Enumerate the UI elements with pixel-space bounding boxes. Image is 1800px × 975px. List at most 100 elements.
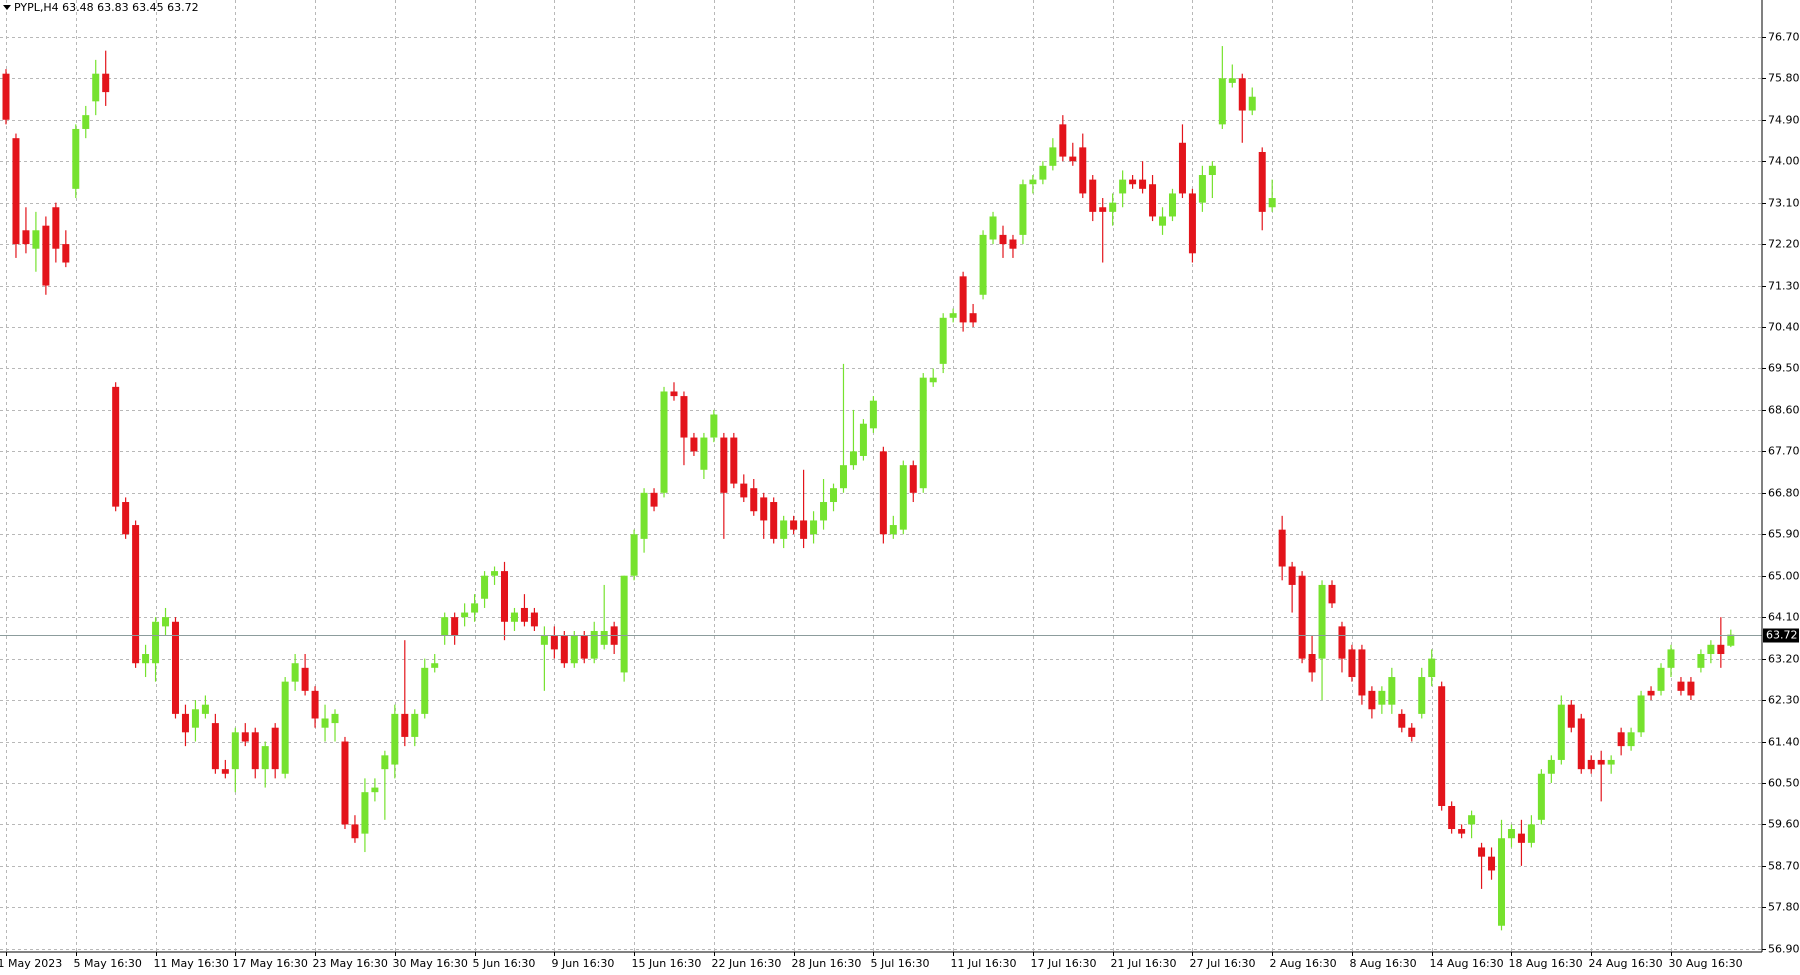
candle-body [1278, 529, 1286, 567]
x-tick-label: 23 May 16:30 [313, 957, 388, 970]
candle-body [969, 313, 977, 323]
candle-body [1059, 124, 1067, 157]
candle-body [1089, 179, 1097, 212]
candle-body [1398, 713, 1406, 728]
candle-body [1667, 649, 1675, 668]
y-tick-label: 59.60 [1768, 818, 1800, 831]
candle-body [710, 414, 718, 438]
candle-body [431, 663, 439, 668]
candle-body [491, 571, 499, 576]
x-tick-label: 17 Jul 16:30 [1031, 957, 1097, 970]
candle-body [92, 73, 100, 102]
candle-body [52, 207, 60, 249]
candle-body [381, 755, 389, 770]
y-tick-label: 75.80 [1768, 72, 1800, 85]
candle-body [869, 400, 877, 429]
candle-body [830, 488, 838, 503]
candle-body [1099, 207, 1107, 212]
candle-body [590, 630, 598, 659]
candle-body [1248, 96, 1256, 111]
candle-body [1617, 732, 1625, 747]
candle-body [291, 663, 299, 682]
candle-body [520, 607, 528, 622]
candle-body [1178, 142, 1186, 194]
x-tick-label: 11 May 16:30 [154, 957, 229, 970]
candle-body [241, 732, 249, 742]
candle-body [1428, 658, 1436, 678]
y-tick-label: 61.40 [1768, 736, 1800, 749]
candle-body [919, 377, 927, 489]
candle-body [1348, 649, 1356, 678]
candle-body [461, 612, 469, 618]
candle-body [112, 386, 120, 507]
y-tick-label: 70.40 [1768, 321, 1800, 334]
candle-body [570, 635, 578, 664]
chart-title: PYPL,H4 63.48 63.83 63.45 63.72 [14, 1, 199, 14]
x-tick-label: 22 Jun 16:30 [712, 957, 782, 970]
x-tick-label: 5 May 16:30 [74, 957, 142, 970]
candle-body [1049, 147, 1057, 166]
candle-body [341, 741, 349, 825]
candle-body [810, 520, 818, 535]
candle-body [201, 704, 209, 714]
candle-body [1727, 634, 1735, 646]
candle-body [720, 437, 728, 493]
candle-body [1537, 773, 1545, 820]
candle-body [451, 617, 459, 636]
candle-body [1647, 690, 1655, 696]
y-tick-label: 71.30 [1768, 280, 1800, 293]
candle-body [929, 377, 937, 383]
y-tick-label: 66.80 [1768, 487, 1800, 500]
candle-body [1657, 667, 1665, 691]
candle-body [481, 575, 489, 599]
y-tick-label: 76.70 [1768, 31, 1800, 44]
candle-body [600, 630, 608, 645]
candle-body [1358, 649, 1366, 696]
candle-body [421, 667, 429, 714]
candle-body [1637, 695, 1645, 733]
candle-body [261, 746, 269, 770]
menu-arrow[interactable] [3, 5, 11, 10]
candle-body [879, 451, 887, 535]
y-tick-label: 56.90 [1768, 943, 1800, 956]
x-tick-label: 18 Aug 16:30 [1509, 957, 1583, 970]
candle-body [1149, 184, 1157, 217]
candle-body [820, 502, 828, 521]
candle-body [1308, 654, 1316, 673]
x-tick-label: 30 May 16:30 [393, 957, 468, 970]
candle-body [1498, 838, 1505, 926]
y-tick-label: 57.80 [1768, 901, 1800, 914]
candle-body [510, 612, 518, 622]
candle-body [949, 313, 957, 318]
candle-body [62, 244, 70, 263]
candle-body [211, 723, 219, 770]
candle-body [859, 423, 867, 456]
candle-body [780, 520, 788, 539]
candle-body [22, 230, 30, 245]
candle-body [1697, 654, 1705, 668]
candle-body [1218, 78, 1226, 125]
candle-body [939, 317, 947, 364]
candle-body [1168, 193, 1176, 217]
candle-body [1717, 644, 1725, 655]
candle-body [1368, 690, 1376, 710]
grid [0, 0, 1762, 952]
y-tick-label: 74.00 [1768, 155, 1800, 168]
y-tick-label: 65.00 [1768, 570, 1800, 583]
y-tick-label: 69.50 [1768, 362, 1800, 375]
candle-body [1238, 78, 1246, 111]
candle-body [1228, 78, 1236, 83]
candle-body [1198, 175, 1206, 203]
candle-body [670, 391, 678, 397]
candle-body [1208, 165, 1216, 176]
candle-body [471, 603, 479, 613]
candle-body [1338, 626, 1346, 659]
candle-body [800, 520, 808, 539]
candle-body [1517, 833, 1525, 843]
candle-body [1159, 216, 1167, 226]
candle-body [660, 391, 668, 493]
candle-body [770, 502, 778, 539]
candle-body [1567, 704, 1575, 728]
candle-body [411, 713, 419, 737]
